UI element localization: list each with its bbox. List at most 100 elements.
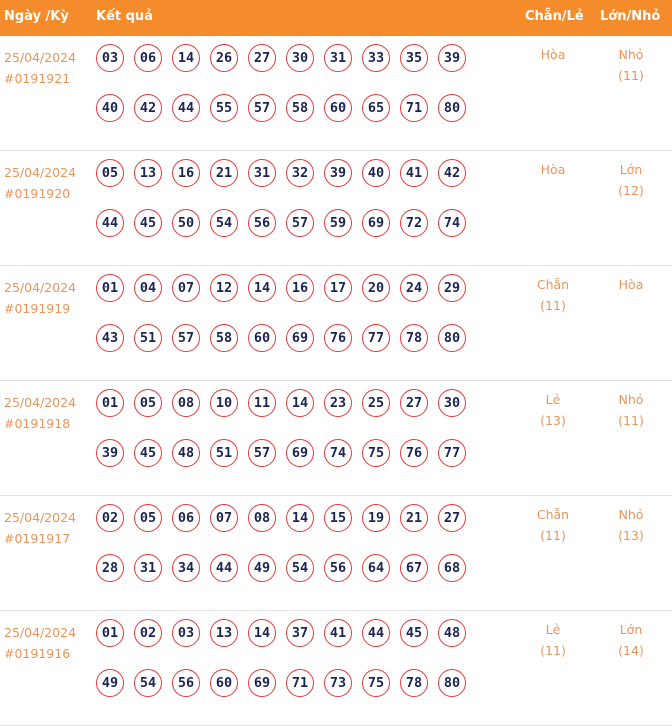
number-ball: 21 (400, 504, 428, 532)
number-ball: 49 (96, 669, 124, 697)
number-ball: 02 (134, 619, 162, 647)
result-row: 25/04/2024 #0191918 01 05 08 10 11 14 23 25 27 30 39… (0, 381, 672, 496)
number-ball: 45 (134, 209, 162, 237)
number-ball: 16 (172, 159, 200, 187)
draw-id: #0191916 (4, 646, 71, 661)
number-ball: 59 (324, 209, 352, 237)
number-ball: 71 (400, 94, 428, 122)
number-ball: 31 (248, 159, 276, 187)
result-count: (11) (618, 68, 644, 83)
number-ball: 75 (362, 439, 390, 467)
date: 25/04/2024 (4, 50, 77, 65)
number-ball: 69 (362, 209, 390, 237)
number-ball: 13 (210, 619, 238, 647)
number-ball: 13 (134, 159, 162, 187)
result-label: Hòa (540, 47, 566, 62)
header-date: Ngày /Kỳ (4, 9, 69, 24)
number-ball: 45 (400, 619, 428, 647)
number-ball: 64 (362, 554, 390, 582)
number-ball: 56 (324, 554, 352, 582)
even-odd-cell: Chẵn (11) (513, 504, 593, 546)
number-ball: 76 (400, 439, 428, 467)
number-ball: 27 (438, 504, 466, 532)
number-ball: 43 (96, 324, 124, 352)
number-ball: 44 (172, 94, 200, 122)
result-count: (11) (540, 298, 566, 313)
number-ball: 14 (286, 504, 314, 532)
number-ball: 60 (248, 324, 276, 352)
number-ball: 57 (248, 439, 276, 467)
result-label: Nhỏ (618, 47, 644, 62)
number-ball: 80 (438, 94, 466, 122)
big-small-cell: Lớn (14) (591, 619, 671, 661)
draw-id: #0191921 (4, 71, 71, 86)
number-ball: 12 (210, 274, 238, 302)
number-ball: 14 (248, 619, 276, 647)
number-ball: 23 (324, 389, 352, 417)
number-ball: 08 (248, 504, 276, 532)
number-ball: 21 (210, 159, 238, 187)
number-ball: 77 (362, 324, 390, 352)
date: 25/04/2024 (4, 280, 77, 295)
number-ball: 65 (362, 94, 390, 122)
number-ball: 56 (172, 669, 200, 697)
number-ball: 40 (96, 94, 124, 122)
number-ball: 58 (210, 324, 238, 352)
number-ball: 33 (362, 44, 390, 72)
number-ball: 44 (362, 619, 390, 647)
header-big-small: Lớn/Nhỏ (600, 9, 661, 24)
date-cell: 25/04/2024 #0191916 (4, 622, 76, 664)
number-ball: 01 (96, 389, 124, 417)
date: 25/04/2024 (4, 165, 77, 180)
big-small-cell: Nhỏ (11) (591, 44, 671, 86)
number-ball: 58 (286, 94, 314, 122)
number-ball: 69 (286, 324, 314, 352)
number-ball: 76 (324, 324, 352, 352)
number-ball: 71 (286, 669, 314, 697)
result-row: 25/04/2024 #0191916 01 02 03 13 14 37 41 44 45 48 49… (0, 611, 672, 726)
result-label: Lớn (619, 622, 643, 637)
number-ball: 73 (324, 669, 352, 697)
number-ball: 11 (248, 389, 276, 417)
number-ball: 29 (438, 274, 466, 302)
number-ball: 37 (286, 619, 314, 647)
result-count: (13) (618, 528, 644, 543)
number-ball: 31 (134, 554, 162, 582)
number-ball: 40 (362, 159, 390, 187)
number-ball: 44 (210, 554, 238, 582)
number-ball: 69 (286, 439, 314, 467)
number-ball: 26 (210, 44, 238, 72)
number-ball: 15 (324, 504, 352, 532)
number-ball: 35 (400, 44, 428, 72)
number-ball: 55 (210, 94, 238, 122)
result-label: Chẵn (536, 507, 570, 522)
number-ball: 06 (134, 44, 162, 72)
date-cell: 25/04/2024 #0191918 (4, 392, 76, 434)
number-ball: 68 (438, 554, 466, 582)
result-count: (12) (618, 183, 644, 198)
number-ball: 08 (172, 389, 200, 417)
number-ball: 60 (210, 669, 238, 697)
number-ball: 05 (134, 389, 162, 417)
number-ball: 42 (134, 94, 162, 122)
number-ball: 57 (248, 94, 276, 122)
number-ball: 80 (438, 669, 466, 697)
number-ball: 54 (286, 554, 314, 582)
draw-id: #0191919 (4, 301, 71, 316)
draw-id: #0191920 (4, 186, 71, 201)
result-count: (11) (540, 528, 566, 543)
big-small-cell: Hòa (591, 274, 671, 295)
number-ball: 42 (438, 159, 466, 187)
big-small-cell: Nhỏ (11) (591, 389, 671, 431)
number-ball: 14 (248, 274, 276, 302)
result-label: Hòa (618, 277, 644, 292)
number-ball: 72 (400, 209, 428, 237)
number-ball: 14 (172, 44, 200, 72)
number-ball: 16 (286, 274, 314, 302)
result-count: (14) (618, 643, 644, 658)
result-label: Chẵn (536, 277, 570, 292)
number-ball: 41 (324, 619, 352, 647)
number-ball: 25 (362, 389, 390, 417)
number-ball: 34 (172, 554, 200, 582)
